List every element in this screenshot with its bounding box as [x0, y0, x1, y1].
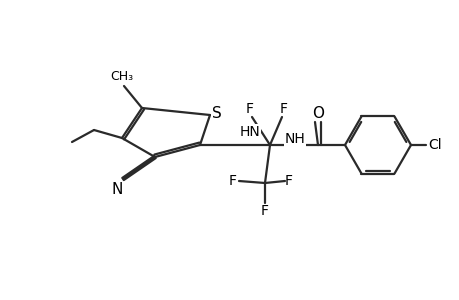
Text: F: F: [229, 174, 236, 188]
Text: S: S: [212, 106, 221, 121]
Text: NH: NH: [284, 132, 305, 146]
Text: F: F: [246, 102, 253, 116]
Text: CH₃: CH₃: [110, 70, 133, 83]
Text: Cl: Cl: [427, 138, 441, 152]
Text: F: F: [285, 174, 292, 188]
Text: N: N: [111, 182, 123, 196]
Text: O: O: [311, 106, 323, 121]
Text: HN: HN: [239, 125, 260, 139]
Text: F: F: [280, 102, 287, 116]
Text: F: F: [260, 204, 269, 218]
